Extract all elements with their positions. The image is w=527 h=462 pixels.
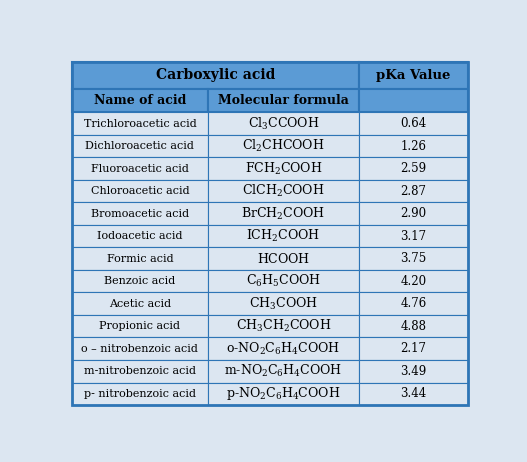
Text: Carboxylic acid: Carboxylic acid xyxy=(156,68,275,82)
Text: 3.49: 3.49 xyxy=(401,365,426,378)
Text: 3.17: 3.17 xyxy=(401,230,426,243)
Bar xyxy=(359,383,468,405)
Bar xyxy=(359,180,468,202)
Text: $\mathregular{HCOOH}$: $\mathregular{HCOOH}$ xyxy=(257,252,310,266)
Bar xyxy=(359,61,468,89)
Bar xyxy=(208,315,359,338)
Text: $\mathregular{ICH_2COOH}$: $\mathregular{ICH_2COOH}$ xyxy=(246,228,320,244)
Text: 0.64: 0.64 xyxy=(401,117,426,130)
Bar xyxy=(208,292,359,315)
Text: $\mathregular{p}$-$\mathregular{NO_2C_6H_4COOH}$: $\mathregular{p}$-$\mathregular{NO_2C_6H… xyxy=(226,385,340,402)
Bar xyxy=(359,292,468,315)
Bar xyxy=(72,360,208,383)
Bar xyxy=(72,383,208,405)
Text: Name of acid: Name of acid xyxy=(94,94,186,107)
Bar xyxy=(208,202,359,225)
Bar xyxy=(72,112,208,135)
Text: 4.20: 4.20 xyxy=(401,275,426,288)
Text: 4.88: 4.88 xyxy=(401,320,426,333)
Text: p- nitrobenzoic acid: p- nitrobenzoic acid xyxy=(84,389,196,399)
Text: 2.59: 2.59 xyxy=(401,162,426,175)
Text: 1.26: 1.26 xyxy=(401,140,426,152)
Bar xyxy=(208,360,359,383)
Bar xyxy=(72,180,208,202)
Text: 3.75: 3.75 xyxy=(401,252,426,265)
Bar xyxy=(72,61,359,89)
Bar xyxy=(208,225,359,248)
Text: $\mathregular{Cl_3CCOOH}$: $\mathregular{Cl_3CCOOH}$ xyxy=(248,116,319,132)
Bar xyxy=(359,89,468,112)
Text: Acetic acid: Acetic acid xyxy=(109,299,171,309)
Text: 2.90: 2.90 xyxy=(401,207,426,220)
Bar xyxy=(359,360,468,383)
Bar xyxy=(208,135,359,158)
Bar xyxy=(72,225,208,248)
Bar xyxy=(359,225,468,248)
Text: Chloroacetic acid: Chloroacetic acid xyxy=(91,186,189,196)
Text: o – nitrobenzoic acid: o – nitrobenzoic acid xyxy=(82,344,198,354)
Text: 3.44: 3.44 xyxy=(401,387,426,400)
Text: Bromoacetic acid: Bromoacetic acid xyxy=(91,209,189,219)
Text: $\mathregular{m}$-$\mathregular{NO_2C_6H_4COOH}$: $\mathregular{m}$-$\mathregular{NO_2C_6H… xyxy=(224,363,343,379)
Bar xyxy=(72,315,208,338)
Text: $\mathregular{o}$-$\mathregular{NO_2C_6H_4COOH}$: $\mathregular{o}$-$\mathregular{NO_2C_6H… xyxy=(226,340,340,357)
Text: $\mathregular{CH_3COOH}$: $\mathregular{CH_3COOH}$ xyxy=(249,296,318,312)
Text: $\mathregular{FCH_2COOH}$: $\mathregular{FCH_2COOH}$ xyxy=(245,161,322,177)
Bar xyxy=(72,338,208,360)
Bar xyxy=(359,315,468,338)
Bar xyxy=(359,338,468,360)
Text: $\mathregular{Cl_2CHCOOH}$: $\mathregular{Cl_2CHCOOH}$ xyxy=(242,138,325,154)
Text: 4.76: 4.76 xyxy=(401,297,426,310)
Bar xyxy=(208,248,359,270)
Bar xyxy=(359,135,468,158)
Bar xyxy=(72,202,208,225)
Bar xyxy=(72,89,208,112)
Bar xyxy=(359,202,468,225)
Bar xyxy=(72,292,208,315)
Text: $\mathregular{ClCH_2COOH}$: $\mathregular{ClCH_2COOH}$ xyxy=(242,183,325,199)
Text: 2.87: 2.87 xyxy=(401,185,426,198)
Bar xyxy=(208,338,359,360)
Bar xyxy=(72,135,208,158)
Text: $\mathregular{C_6H_5COOH}$: $\mathregular{C_6H_5COOH}$ xyxy=(246,273,321,289)
Bar xyxy=(359,270,468,292)
Text: Formic acid: Formic acid xyxy=(106,254,173,264)
Text: Propionic acid: Propionic acid xyxy=(100,321,180,331)
Bar xyxy=(72,158,208,180)
Bar xyxy=(72,270,208,292)
Text: Fluoroacetic acid: Fluoroacetic acid xyxy=(91,164,189,174)
Text: $\mathregular{CH_3CH_2COOH}$: $\mathregular{CH_3CH_2COOH}$ xyxy=(236,318,331,334)
Text: $\mathregular{BrCH_2COOH}$: $\mathregular{BrCH_2COOH}$ xyxy=(241,206,325,222)
Bar xyxy=(208,89,359,112)
Bar xyxy=(359,248,468,270)
Text: Benzoic acid: Benzoic acid xyxy=(104,276,175,286)
Bar xyxy=(208,383,359,405)
Bar xyxy=(72,248,208,270)
Text: Iodoacetic acid: Iodoacetic acid xyxy=(97,231,183,241)
Text: 2.17: 2.17 xyxy=(401,342,426,355)
Bar xyxy=(208,158,359,180)
Text: Trichloroacetic acid: Trichloroacetic acid xyxy=(83,119,196,129)
Text: pKa Value: pKa Value xyxy=(376,69,451,82)
Bar xyxy=(359,112,468,135)
Bar xyxy=(208,270,359,292)
Bar xyxy=(208,180,359,202)
Bar xyxy=(208,112,359,135)
Bar xyxy=(359,158,468,180)
Text: m-nitrobenzoic acid: m-nitrobenzoic acid xyxy=(84,366,196,376)
Text: Molecular formula: Molecular formula xyxy=(218,94,349,107)
Text: Dichloroacetic acid: Dichloroacetic acid xyxy=(85,141,194,151)
